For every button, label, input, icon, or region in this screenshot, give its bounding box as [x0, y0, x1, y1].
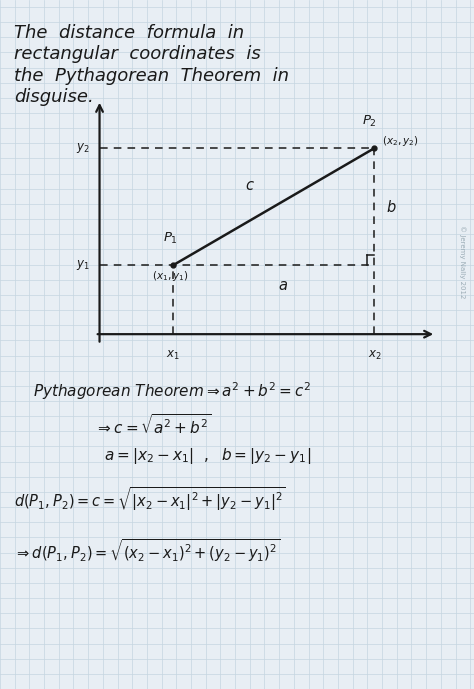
Text: disguise.: disguise.: [14, 88, 94, 106]
Text: $y_2$: $y_2$: [76, 141, 90, 155]
Text: $x_2$: $x_2$: [368, 349, 381, 362]
Text: $\Rightarrow d(P_1, P_2) = \sqrt{(x_2 - x_1)^2 + (y_2 - y_1)^2}$: $\Rightarrow d(P_1, P_2) = \sqrt{(x_2 - …: [14, 538, 281, 564]
Text: $a$: $a$: [278, 278, 288, 293]
Text: $c$: $c$: [245, 178, 255, 193]
Text: $P_1$: $P_1$: [163, 231, 178, 246]
Text: $\mathit{Pythagorean\ Theorem} \Rightarrow a^2 + b^2 = c^2$: $\mathit{Pythagorean\ Theorem} \Rightarr…: [33, 380, 311, 402]
Text: $(x_2, y_2)$: $(x_2, y_2)$: [382, 134, 418, 148]
Text: © Jeremy Nally 2012: © Jeremy Nally 2012: [459, 225, 465, 298]
Text: $\Rightarrow c = \sqrt{a^2 + b^2}$: $\Rightarrow c = \sqrt{a^2 + b^2}$: [95, 413, 211, 437]
Text: $(x_1, y_1)$: $(x_1, y_1)$: [152, 269, 189, 282]
Text: $d(P_1, P_2) = c = \sqrt{|x_2 - x_1|^2 + |y_2 - y_1|^2}$: $d(P_1, P_2) = c = \sqrt{|x_2 - x_1|^2 +…: [14, 486, 286, 513]
Text: $x_1$: $x_1$: [166, 349, 180, 362]
Text: $P_2$: $P_2$: [362, 114, 377, 129]
Text: rectangular  coordinates  is: rectangular coordinates is: [14, 45, 261, 63]
Text: $y_1$: $y_1$: [76, 258, 90, 272]
Text: The  distance  formula  in: The distance formula in: [14, 24, 244, 42]
Text: $b$: $b$: [386, 198, 397, 215]
Text: $a = |x_2 - x_1|\ \ ,\ \ b = |y_2 - y_1|$: $a = |x_2 - x_1|\ \ ,\ \ b = |y_2 - y_1|…: [104, 446, 311, 466]
Text: the  Pythagorean  Theorem  in: the Pythagorean Theorem in: [14, 67, 289, 85]
